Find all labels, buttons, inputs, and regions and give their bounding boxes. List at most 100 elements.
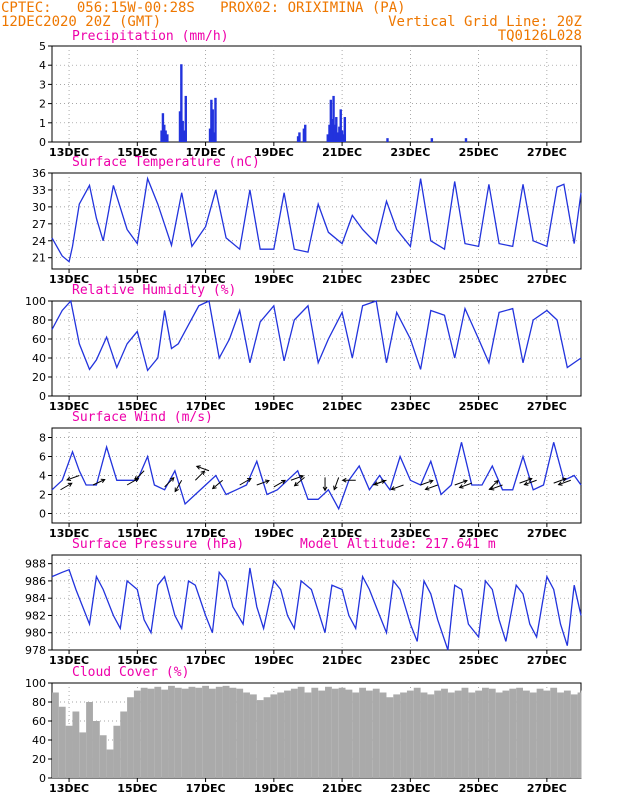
pres-xtick-label: 23DEC	[390, 654, 430, 667]
cloud-area-bar	[352, 692, 360, 778]
wind-arrow	[519, 478, 532, 484]
rh-xtick-label: 25DEC	[459, 400, 499, 413]
cloud-area-bar	[202, 685, 209, 778]
cloud-area-bar	[372, 688, 380, 778]
cloud-ytick-label: 60	[32, 715, 46, 728]
cloud-area-bar	[338, 687, 346, 778]
rh-xtick-label: 21DEC	[322, 400, 362, 413]
temp-xtick-label: 17DEC	[186, 273, 226, 286]
cloud-area-bar	[406, 690, 414, 778]
cloud-area-bar	[522, 690, 530, 778]
wind-arrow-head	[428, 479, 434, 484]
rh-xtick-label: 13DEC	[49, 400, 89, 413]
cloud-area-bar	[72, 711, 80, 778]
precip-bar	[340, 130, 344, 142]
wind-arrow-head	[281, 479, 287, 485]
temp-title: Surface Temperature (nC)	[72, 155, 260, 170]
cloud-area-bar	[365, 690, 373, 778]
wind-xtick-label: 25DEC	[459, 527, 499, 540]
precip-bar	[296, 136, 300, 142]
wind-xtick-label: 21DEC	[322, 527, 362, 540]
cloud-area-bar	[359, 687, 366, 778]
cloud-area-bar	[140, 687, 148, 778]
wind-arrow	[333, 477, 340, 490]
cloud-area-bar	[52, 692, 59, 778]
cloud-area-bar	[434, 690, 442, 778]
temp-ytick-label: 21	[32, 252, 46, 265]
cloud-area-bar	[284, 690, 291, 778]
rh-xtick-label: 17DEC	[186, 400, 226, 413]
cloud-area-bar	[127, 697, 134, 778]
rh-title: Relative Humidity (%)	[72, 283, 236, 298]
wind-arrow-head	[523, 481, 529, 486]
cloud-area-bar	[345, 689, 353, 778]
cloud-area-bar	[270, 694, 278, 778]
cloud-area-bar	[65, 725, 73, 778]
temp-xtick-label: 27DEC	[527, 273, 567, 286]
wind-ytick-label: 0	[39, 508, 46, 521]
precip-bar	[430, 138, 434, 142]
temp-ytick-label: 36	[32, 167, 46, 180]
header-grid-note: Vertical Grid Line: 20Z	[388, 14, 582, 30]
cloud-area-bar	[229, 687, 237, 778]
precip-bar	[333, 124, 337, 142]
cloud-area-bar	[386, 697, 394, 778]
wind-ytick-label: 8	[39, 432, 46, 445]
precip-xtick-label: 23DEC	[390, 146, 430, 159]
wind-arrow-head	[67, 482, 73, 487]
wind-arrow	[420, 480, 433, 486]
precip-bar	[326, 134, 329, 142]
rh-xtick-label: 27DEC	[527, 400, 567, 413]
precip-bar	[161, 113, 165, 142]
cloud-area-bar	[79, 732, 87, 778]
pres-ytick-label: 986	[25, 575, 46, 588]
precip-bar	[339, 109, 342, 142]
precip-bar	[332, 95, 335, 142]
wind-arrow-head	[264, 479, 270, 484]
wind-arrow	[290, 475, 304, 481]
wind-arrow-head	[341, 477, 347, 483]
wind-arrow-head	[462, 479, 468, 484]
precip-ytick-label: 3	[39, 78, 46, 91]
cloud-area-bar	[441, 688, 448, 778]
precip-bar	[342, 134, 345, 142]
precip-ytick-label: 5	[39, 40, 46, 53]
wind-arrow	[459, 482, 472, 489]
precip-bar	[160, 130, 163, 142]
rh-xtick-label: 15DEC	[117, 400, 157, 413]
wind-xtick-label: 19DEC	[254, 527, 294, 540]
cloud-area-bar	[461, 687, 469, 778]
cloud-area-bar	[427, 694, 435, 778]
temp-xtick-label: 13DEC	[49, 273, 89, 286]
cloud-xtick-label: 15DEC	[117, 782, 157, 795]
precip-bar	[163, 124, 166, 142]
precip-bar	[184, 95, 187, 142]
wind-arrow-head	[66, 476, 72, 482]
wind-arrow	[374, 479, 387, 486]
wind-arrow-head	[489, 486, 495, 491]
cloud-area-bar	[447, 692, 455, 778]
precip-xtick-label: 13DEC	[49, 146, 89, 159]
precip-bar	[386, 138, 389, 142]
wind-arrow-head	[390, 486, 396, 491]
precip-bar	[178, 111, 182, 142]
cloud-area-bar	[502, 690, 510, 778]
precip-ytick-label: 0	[39, 136, 46, 149]
rh-xtick-label: 19DEC	[254, 400, 294, 413]
precip-bar	[338, 126, 341, 142]
cloud-ytick-label: 40	[32, 734, 46, 747]
precip-xtick-label: 25DEC	[459, 146, 499, 159]
cloud-area-bar	[577, 692, 581, 778]
pres-ytick-label: 984	[25, 592, 46, 605]
precip-bar	[298, 132, 301, 142]
cloud-ytick-label: 80	[32, 696, 46, 709]
wind-arrow-head	[174, 487, 179, 493]
precip-bar	[304, 124, 307, 142]
cloud-area-bar	[113, 725, 121, 778]
wind-xtick-label: 17DEC	[186, 527, 226, 540]
precip-bar	[181, 120, 184, 142]
temp-frame	[51, 172, 582, 270]
wind-xtick-label: 13DEC	[49, 527, 89, 540]
wind-arrow	[553, 478, 567, 484]
cloud-area-bar	[208, 688, 216, 778]
